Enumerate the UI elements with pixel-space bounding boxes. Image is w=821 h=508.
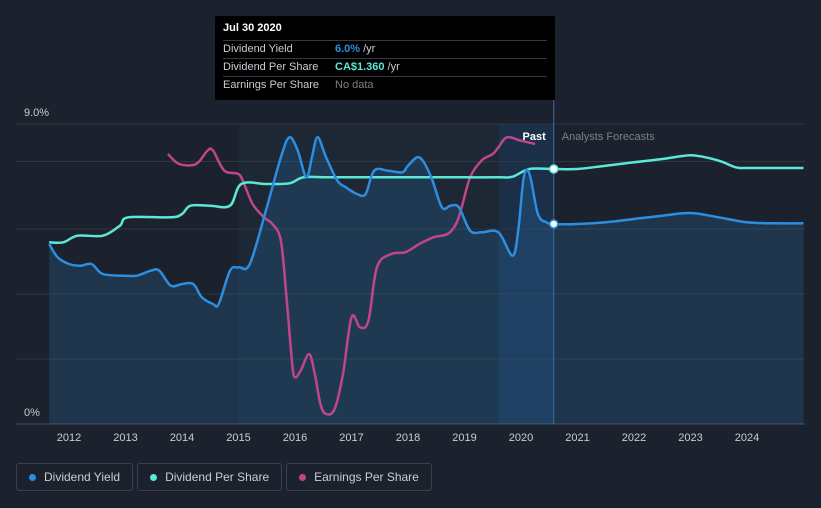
tooltip-unit: /yr	[387, 61, 400, 73]
x-tick-label: 2018	[396, 432, 420, 444]
x-tick-label: 2016	[283, 432, 307, 444]
tooltip-value: CA$1.360	[335, 61, 385, 73]
tooltip-label: Dividend Per Share	[223, 61, 319, 73]
legend-item-dividend-yield[interactable]: Dividend Yield	[16, 463, 134, 491]
chart-tooltip: Jul 30 2020 Dividend Yield 6.0% /yr Divi…	[215, 16, 555, 100]
tooltip-row-dividend-yield: Dividend Yield 6.0% /yr	[223, 40, 547, 58]
legend-item-dividend-per-share[interactable]: Dividend Per Share	[137, 463, 283, 491]
legend-dot-icon	[150, 473, 158, 481]
tooltip-label: Dividend Yield	[223, 43, 293, 55]
marker-dividend-yield	[549, 219, 559, 229]
series-line-dividend-yield	[48, 136, 804, 309]
x-tick-label: 2015	[226, 432, 250, 444]
x-tick-label: 2023	[678, 432, 702, 444]
legend-label: Earnings Per Share	[314, 470, 419, 484]
x-tick-label: 2013	[113, 432, 137, 444]
x-tick-label: 2021	[565, 432, 589, 444]
legend-dot-icon	[29, 473, 36, 481]
legend-label: Dividend Yield	[44, 470, 121, 484]
x-tick-label: 2022	[622, 432, 646, 444]
tooltip-date: Jul 30 2020	[223, 22, 282, 34]
chart-legend: Dividend Yield Dividend Per Share Earnin…	[16, 463, 432, 491]
legend-label: Dividend Per Share	[165, 470, 270, 484]
y-axis-bottom-label: 0%	[24, 407, 40, 419]
tooltip-row-dividend-per-share: Dividend Per Share CA$1.360 /yr	[223, 58, 547, 76]
highlight-band	[498, 124, 554, 424]
tooltip-label: Earnings Per Share	[223, 79, 319, 91]
x-tick-label: 2024	[735, 432, 759, 444]
dividend-yield-area	[49, 137, 804, 425]
series-line-earnings-per-share	[167, 135, 536, 416]
tooltip-unit: /yr	[363, 43, 376, 55]
x-tick-label: 2014	[170, 432, 194, 444]
x-tick-label: 2019	[452, 432, 476, 444]
x-tick-label: 2017	[339, 432, 363, 444]
tooltip-row-earnings-per-share: Earnings Per Share No data	[223, 76, 547, 94]
series-line-dividend-per-share	[49, 153, 804, 245]
x-tick-label: 2012	[57, 432, 81, 444]
y-axis-top-label: 9.0%	[24, 107, 49, 119]
marker-dividend-per-share	[549, 164, 559, 174]
tooltip-value: 6.0%	[335, 43, 361, 55]
x-tick-label: 2020	[509, 432, 533, 444]
legend-dot-icon	[299, 473, 307, 481]
past-label: Past	[523, 131, 547, 143]
legend-item-earnings-per-share[interactable]: Earnings Per Share	[286, 463, 432, 491]
tooltip-value: No data	[335, 79, 374, 91]
forecast-label: Analysts Forecasts	[562, 131, 655, 143]
past-band	[238, 124, 499, 424]
